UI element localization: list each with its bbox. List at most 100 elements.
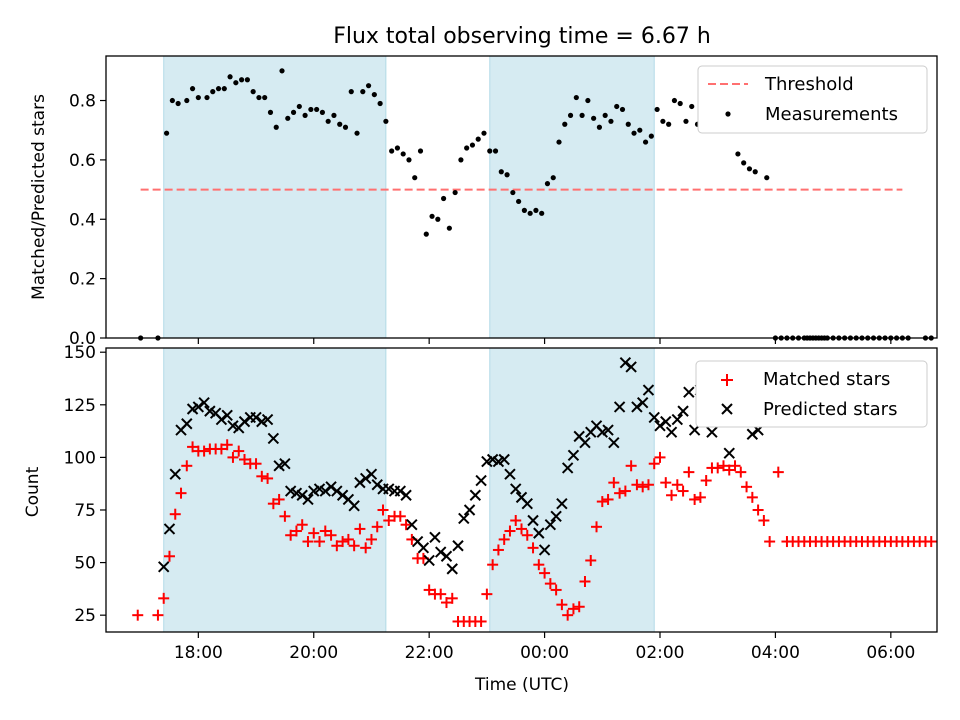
matched-star-point: [689, 493, 701, 505]
measurement-point: [285, 115, 291, 121]
measurement-point: [642, 139, 649, 145]
matched-star-point: [481, 588, 493, 600]
measurement-point: [365, 83, 372, 89]
matched-star-point: [671, 479, 683, 491]
measurement-point: [591, 115, 597, 121]
measurement-point: [319, 109, 326, 115]
measurement-point: [579, 112, 585, 118]
matched-star-point: [181, 460, 193, 472]
measurement-point: [163, 130, 170, 136]
matched-star-point: [533, 559, 545, 571]
measurement-point: [446, 225, 452, 231]
predicted-star-point: [706, 426, 718, 438]
matched-star-point: [642, 479, 654, 491]
matched-star-point: [250, 458, 262, 470]
predicted-star-point: [631, 401, 643, 413]
matched-star-point: [262, 472, 274, 484]
count-panel: 25 50 75 100 125 150 18:00 20:00 22:00 00:00 02:0…: [23, 343, 938, 695]
measurement-point: [550, 175, 556, 181]
matched-star-point: [158, 592, 170, 604]
matched-stars-points: [132, 439, 937, 627]
measurement-point: [331, 112, 337, 118]
measurement-point: [195, 94, 201, 101]
predicted-star-point: [665, 426, 678, 438]
matched-star-point: [746, 491, 758, 503]
matched-star-point: [394, 510, 406, 522]
matched-star-point: [735, 466, 747, 478]
predicted-star-point: [677, 405, 689, 417]
matched-star-point: [683, 466, 695, 478]
matched-star-point: [619, 485, 631, 497]
shaded-interval-0: [163, 55, 387, 339]
measurement-point: [764, 175, 770, 181]
measurement-point: [504, 172, 510, 178]
predicted-star-point: [261, 413, 274, 426]
bottom-legend: Matched stars Predicted stars: [695, 360, 928, 428]
matched-star-point: [516, 523, 527, 535]
measurement-point: [267, 109, 274, 115]
predicted-star-point: [417, 542, 430, 554]
bottom-xtick-label: 04:00: [751, 643, 800, 663]
measurement-point: [227, 74, 233, 80]
measurement-point: [273, 124, 279, 130]
measurement-point: [573, 94, 579, 101]
predicted-star-point: [365, 468, 378, 480]
predicted-star-point: [440, 550, 453, 562]
matched-star-point: [504, 525, 516, 537]
measurement-point: [746, 166, 753, 172]
predicted-star-point: [550, 510, 562, 523]
measurement-point: [175, 100, 181, 107]
measurement-point: [371, 91, 377, 98]
bottom-y-axis-label: Count: [23, 466, 43, 517]
measurement-point: [383, 118, 389, 124]
measurement-point: [556, 139, 562, 145]
predicted-star-point: [371, 479, 383, 491]
measurement-point: [279, 68, 285, 74]
matched-star-point: [342, 533, 354, 545]
predicted-star-point: [613, 401, 626, 413]
matched-star-point: [233, 445, 245, 457]
matched-star-point: [608, 477, 620, 489]
predicted-star-point: [198, 396, 210, 409]
matched-star-point: [187, 441, 199, 453]
predicted-star-point: [354, 476, 366, 489]
matched-star-point: [267, 498, 279, 510]
bottom-ytick-label: 125: [64, 396, 96, 416]
matched-star-point: [723, 464, 735, 476]
measurement-point: [510, 189, 516, 196]
measurement-point: [417, 148, 424, 154]
predicted-star-point: [163, 523, 176, 535]
matched-star-point: [331, 540, 343, 552]
bottom-xtick-label: 18:00: [174, 643, 223, 663]
matched-star-point: [772, 466, 784, 478]
top-ytick-label: 0.6: [69, 151, 96, 171]
measurement-point: [516, 198, 522, 205]
matched-star-point: [175, 487, 187, 499]
top-ytick-label: 0.4: [69, 210, 96, 230]
measurement-point: [256, 94, 262, 101]
top-panel-shaded-intervals: [163, 55, 655, 339]
matched-star-point: [132, 609, 144, 621]
predicted-star-point: [458, 512, 470, 525]
measurement-point: [429, 213, 435, 219]
matched-star-point: [423, 584, 435, 596]
measurement-point: [314, 106, 320, 113]
predicted-star-point: [521, 497, 533, 510]
matched-star-point: [602, 493, 614, 505]
measurement-point: [608, 118, 614, 124]
predicted-star-point: [169, 468, 181, 480]
matched-star-point: [712, 462, 724, 474]
measurement-point: [619, 106, 626, 113]
predicted-star-point: [504, 468, 516, 480]
measurement-point: [389, 148, 395, 154]
matched-star-point: [648, 458, 660, 470]
top-y-axis-label: Matched/Predicted stars: [29, 94, 49, 300]
matched-star-point: [585, 554, 597, 566]
predicted-star-point: [250, 411, 262, 424]
matched-star-point: [314, 536, 326, 548]
matched-star-point: [562, 609, 574, 621]
matched-star-point: [273, 493, 285, 505]
matched-star-point: [475, 615, 487, 627]
matched-star-point: [752, 504, 764, 516]
measurement-point: [302, 112, 308, 118]
